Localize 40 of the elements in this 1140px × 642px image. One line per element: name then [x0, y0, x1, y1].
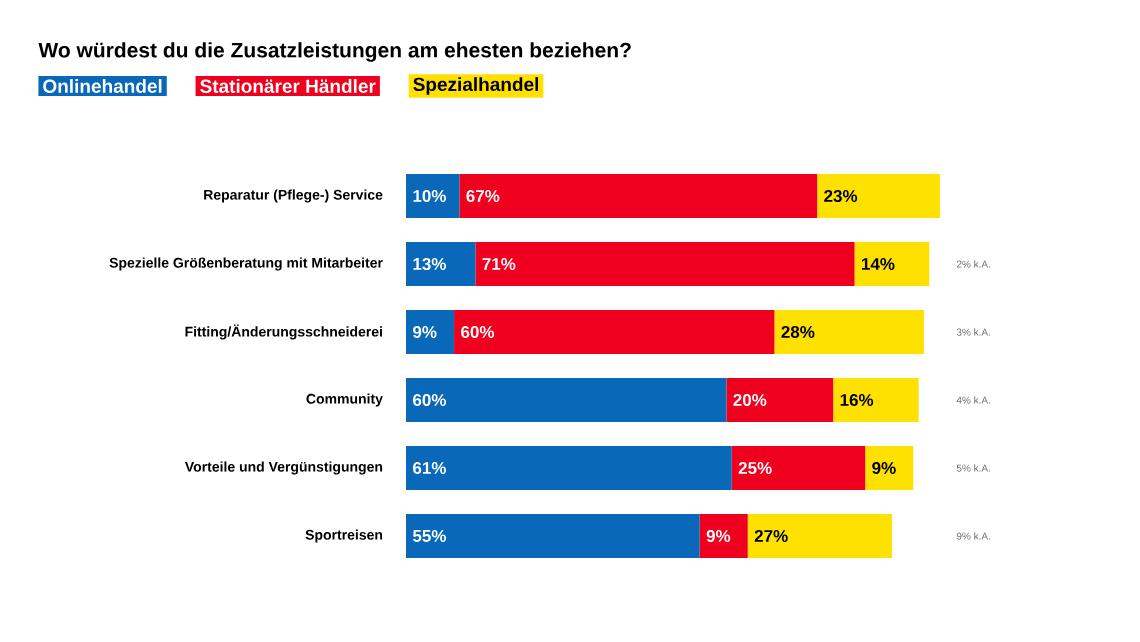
bar [833, 377, 919, 422]
bar [459, 173, 818, 218]
bar [406, 377, 727, 422]
data-label: 14% [862, 258, 895, 270]
bar [865, 445, 914, 490]
bar [817, 173, 940, 218]
data-label: 25% [738, 461, 772, 474]
data-label: 67% [466, 189, 500, 202]
data-label: 9% [706, 529, 731, 542]
data-label: 71% [482, 258, 516, 270]
data-label: 16% [840, 393, 874, 406]
data-label: 60% [461, 325, 495, 338]
data-label: 13% [413, 257, 446, 271]
text: Onlinehandel [43, 79, 162, 93]
bar [406, 173, 460, 218]
bar [726, 377, 834, 422]
bar [854, 241, 930, 286]
data-label: 27% [754, 529, 788, 542]
data-label: 9% [872, 461, 896, 474]
text: Spezialhandel [413, 77, 539, 95]
data-label: 20% [733, 393, 767, 406]
bar [454, 309, 775, 354]
data-label: 61% [413, 461, 446, 474]
bar [475, 241, 855, 286]
data-label: 23% [824, 189, 858, 203]
data-label: 10% [413, 189, 446, 202]
bar [406, 445, 732, 490]
bar [406, 309, 455, 354]
data-label: 55% [412, 529, 446, 542]
bar [774, 309, 924, 354]
bar [731, 445, 866, 490]
bar [406, 241, 476, 286]
data-label: 60% [413, 393, 446, 406]
bar [699, 513, 748, 558]
bar [406, 513, 700, 558]
chart-title: Wo würdest du die Zusatzleistungen am ehesten beziehen? [38, 42, 631, 62]
bar [747, 513, 892, 558]
text: Stationärer Händler [200, 79, 376, 93]
data-label: 28% [781, 325, 815, 338]
data-label: 9% [413, 325, 437, 338]
